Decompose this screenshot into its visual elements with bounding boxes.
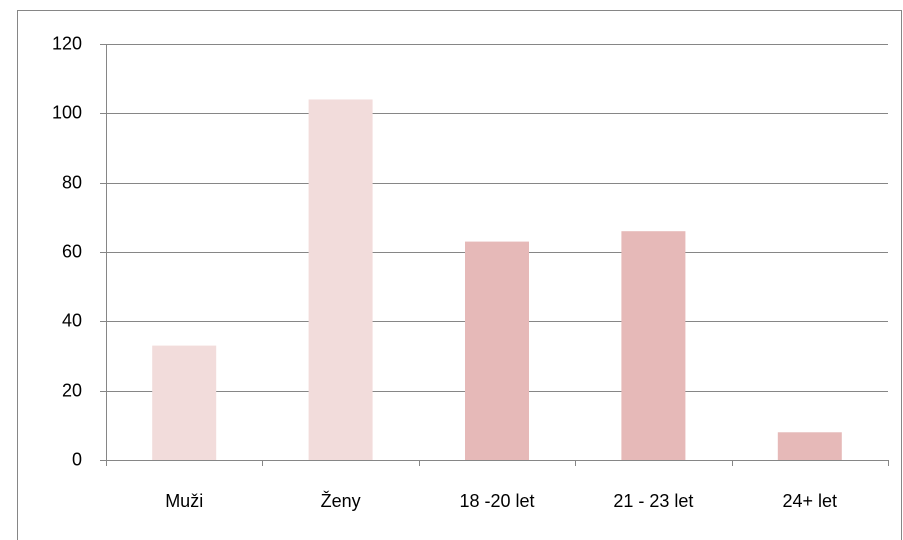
- y-tick-label: 60: [62, 241, 82, 261]
- x-tick-label: 21 - 23 let: [613, 491, 693, 511]
- y-tick-label: 20: [62, 380, 82, 400]
- x-tick-label: 18 -20 let: [459, 491, 534, 511]
- bar: [621, 231, 686, 460]
- bar: [777, 432, 842, 460]
- y-tick-label: 80: [62, 172, 82, 192]
- x-tick-label: Muži: [165, 491, 203, 511]
- x-tick-label: Ženy: [321, 491, 361, 511]
- x-tick-label: 24+ let: [783, 491, 838, 511]
- bar: [465, 241, 529, 460]
- y-tick-label: 40: [62, 310, 82, 330]
- y-tick-label: 120: [52, 33, 82, 53]
- chart-border: [17, 10, 902, 540]
- bar: [152, 345, 217, 460]
- y-tick-label: 0: [72, 449, 82, 469]
- bar: [308, 99, 373, 460]
- y-tick-label: 100: [52, 102, 82, 122]
